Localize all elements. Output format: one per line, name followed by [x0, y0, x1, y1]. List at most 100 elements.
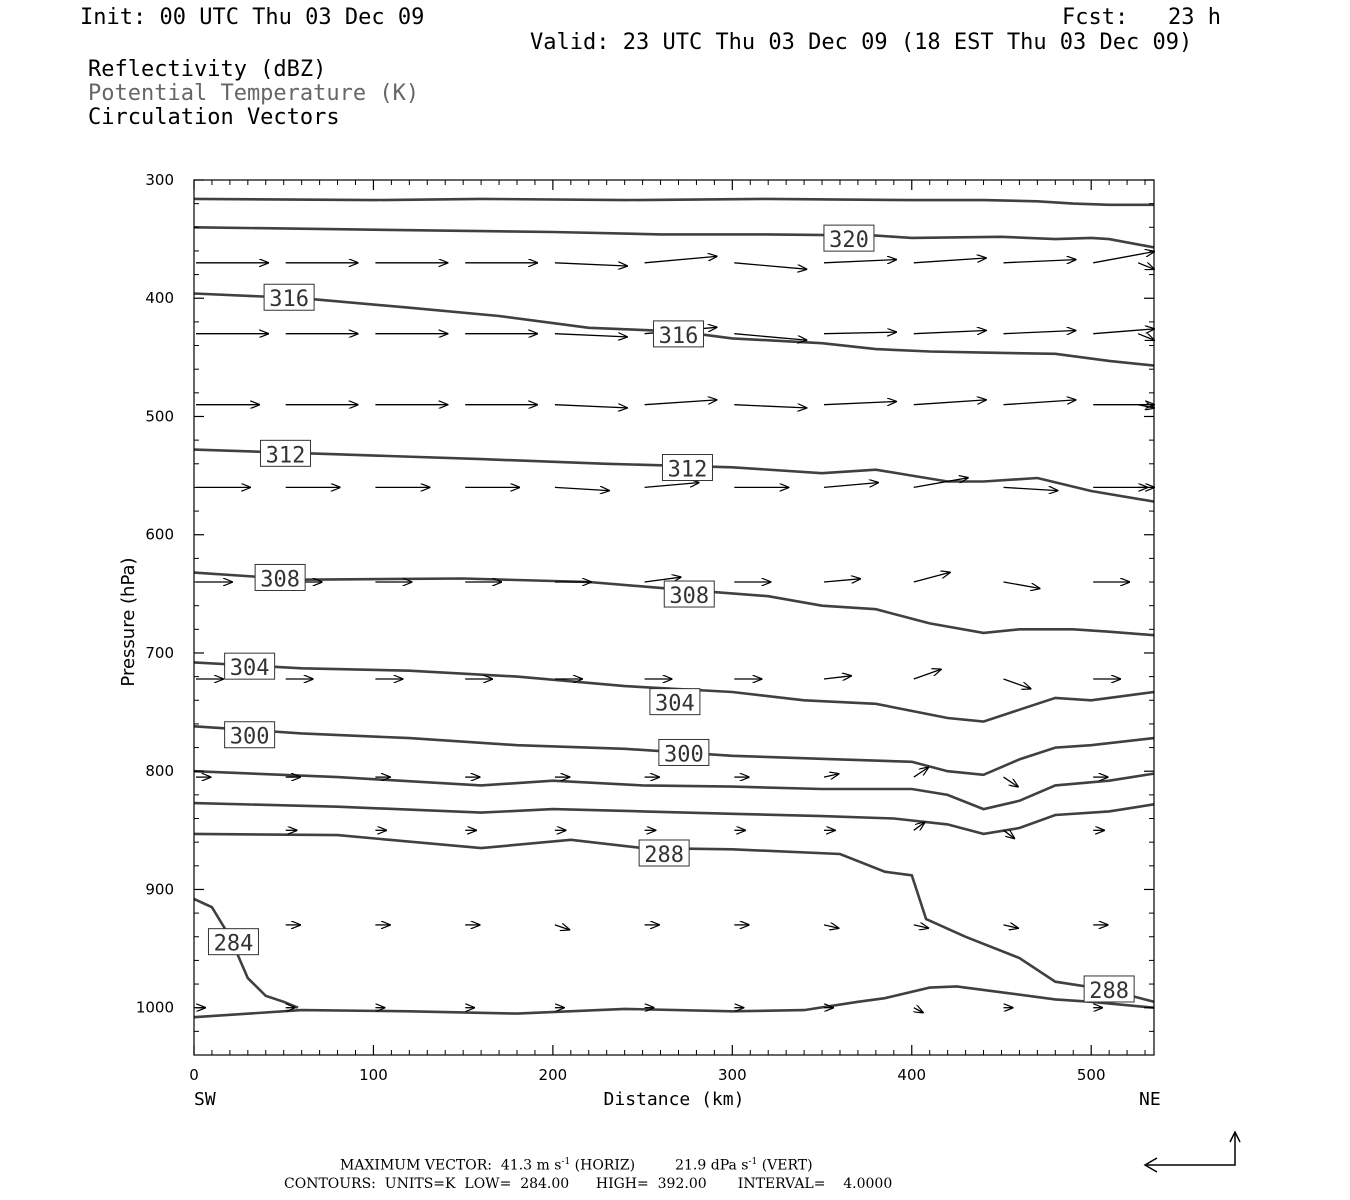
circulation-vector — [554, 925, 569, 930]
circulation-vector — [823, 402, 896, 405]
contour-324 — [193, 197, 1154, 207]
contour-label: 300 — [664, 742, 704, 767]
contour-label: 312 — [266, 443, 306, 468]
y-tick-label: 600 — [145, 526, 174, 544]
contour-label-box — [260, 439, 312, 467]
circulation-vector — [1137, 263, 1154, 269]
y-tick-label: 900 — [145, 880, 174, 898]
contour-label-layer: 320 316 316 312 312 308 308 304 304 300 300 288 284 2… — [207, 224, 1135, 1004]
circulation-vector — [823, 579, 860, 582]
circulation-vector — [913, 258, 986, 264]
circulation-vector — [823, 260, 896, 263]
circulation-vector — [644, 256, 717, 264]
circulation-vector — [734, 333, 806, 340]
endpoint-sw: SW — [194, 1089, 216, 1110]
y-tick-label: 1000 — [136, 999, 174, 1017]
circulation-vector — [1003, 581, 1040, 588]
init-time: Init: 00 UTC Thu 03 Dec 09 — [80, 5, 425, 30]
x-tick-label: 300 — [718, 1066, 747, 1084]
axes-layer: 300 400 500 600 700 800 900 1000 0 100 200 300 400 50… — [136, 171, 1154, 1084]
contour-label: 316 — [659, 324, 699, 349]
x-tick-label: 0 — [189, 1066, 199, 1084]
circulation-vector — [823, 676, 851, 679]
circulation-vector — [823, 332, 896, 334]
y-tick-label: 400 — [145, 289, 174, 307]
contour-label: 316 — [269, 287, 309, 312]
y-tick-label: 800 — [145, 762, 174, 780]
contour-label-box — [263, 283, 315, 311]
contour-label-box — [224, 652, 276, 680]
contour-304 — [193, 661, 1155, 723]
circulation-vector — [1003, 400, 1076, 406]
contours-note: CONTOURS: UNITS=K LOW= 284.00 HIGH= 392.… — [284, 1176, 893, 1192]
circulation-vector — [1003, 260, 1076, 263]
contour-label: 308 — [260, 567, 300, 592]
circulation-vector — [1137, 334, 1154, 340]
circulation-vector — [554, 263, 627, 266]
circulation-vector — [1003, 776, 1018, 787]
circulation-vector — [913, 669, 941, 680]
contour-label: 300 — [230, 725, 270, 750]
circulation-vector — [823, 483, 878, 489]
x-tick-label: 100 — [359, 1066, 388, 1084]
circulation-vector — [734, 405, 806, 408]
valid-time: Valid: 23 UTC Thu 03 Dec 09 (18 EST Thu … — [530, 30, 1193, 55]
y-axis-label: Pressure (hPa) — [118, 557, 139, 686]
contour-label-box — [638, 839, 690, 867]
contour-label-box — [652, 320, 704, 348]
circulation-vector — [823, 925, 838, 928]
x-tick-label: 200 — [539, 1066, 568, 1084]
contour-300 — [193, 725, 1155, 777]
contour-284 — [193, 897, 299, 1009]
y-tick-label: 300 — [145, 171, 174, 189]
contour-292 — [193, 801, 1155, 836]
contour-label-box — [649, 688, 701, 716]
contour-label: 304 — [230, 656, 270, 681]
contour-label: 320 — [829, 228, 869, 253]
circulation-vector — [1093, 329, 1154, 335]
circulation-vector — [554, 334, 627, 337]
contour-316 — [193, 292, 1155, 367]
contour-label: 312 — [668, 458, 708, 483]
contour-312 — [193, 448, 1155, 503]
vector-layer — [196, 252, 1154, 1013]
circulation-vector — [913, 331, 986, 334]
y-tick-label: 500 — [145, 407, 174, 425]
contour-label-box — [207, 928, 259, 956]
circulation-vector — [644, 577, 681, 583]
circulation-vector — [1003, 678, 1031, 689]
contour-label: 288 — [1089, 979, 1129, 1004]
circulation-vector — [1093, 252, 1154, 264]
circulation-vector — [913, 572, 950, 583]
x-tick-label: 500 — [1077, 1066, 1106, 1084]
circulation-vector — [1003, 331, 1076, 334]
contour-layer — [193, 197, 1155, 1019]
contour-296 — [193, 769, 1155, 811]
contour-308 — [193, 571, 1155, 637]
circulation-vector — [823, 774, 838, 777]
cross-section-chart: 320 316 316 312 312 308 308 304 304 300 300 288 284 2… — [118, 171, 1161, 1110]
circulation-vector — [914, 1008, 923, 1013]
circulation-vector — [1003, 830, 1015, 838]
contour-label-box — [663, 580, 715, 608]
plot-frame — [193, 179, 1155, 1056]
contour-288 — [193, 832, 1155, 1004]
y-tick-label: 700 — [145, 644, 174, 662]
contour-280 — [193, 985, 1155, 1019]
circulation-vector — [554, 487, 609, 490]
contour-label: 288 — [644, 843, 684, 868]
circulation-vector — [734, 262, 806, 269]
max-vector-note: MAXIMUM VECTOR: 41.3 m s-1 (HORIZ) 21.9 … — [340, 1157, 813, 1174]
circulation-vector — [913, 478, 968, 489]
contour-320 — [193, 226, 1155, 249]
circulation-vector — [913, 400, 986, 406]
circulation-vector — [1003, 487, 1058, 490]
endpoint-ne: NE — [1139, 1089, 1161, 1110]
circulation-vector — [913, 925, 928, 928]
legend-potential-temperature: Potential Temperature (K) — [88, 81, 420, 106]
reference-vector-icon — [1143, 1130, 1241, 1173]
contour-label: 304 — [655, 692, 695, 717]
circulation-vector — [913, 768, 928, 778]
circulation-vector — [913, 822, 925, 830]
contour-label-box — [254, 563, 306, 591]
